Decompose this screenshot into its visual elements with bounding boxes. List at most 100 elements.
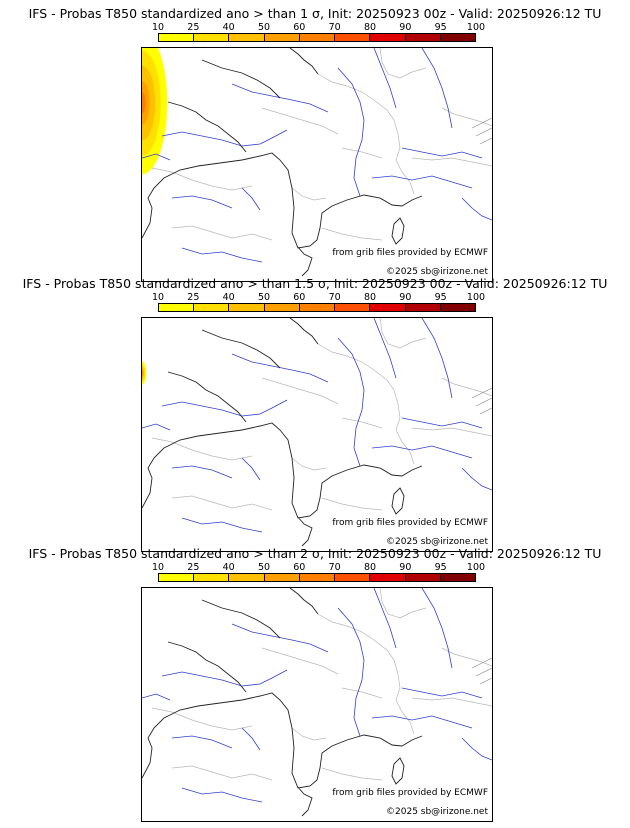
data-credit: from grib files provided by ECMWF (332, 788, 488, 798)
river (161, 129, 288, 147)
colorbar-segment (299, 34, 336, 41)
river (371, 715, 473, 729)
probability-contour (142, 92, 146, 114)
tick-label: 50 (257, 292, 271, 303)
map-area: from grib files provided by ECMWF ©2025 … (141, 317, 493, 552)
colorbar-segment (405, 574, 441, 581)
admin-border (151, 707, 253, 731)
colorbar-ticks: 10 25 40 50 60 70 80 90 95 100 (152, 22, 485, 34)
tick-label: 50 (257, 22, 271, 33)
colorbar-segment (405, 34, 441, 41)
colorbar-segment (335, 304, 371, 311)
colorbar-segment (159, 574, 195, 581)
river (231, 83, 329, 113)
river (371, 175, 473, 189)
tick-label: 95 (434, 292, 447, 303)
tick-label: 25 (187, 292, 200, 303)
admin-border (411, 157, 492, 167)
admin-border (379, 318, 427, 349)
tick-label: 100 (466, 292, 486, 303)
colorbar-segment (440, 304, 475, 311)
tick-label: 80 (363, 562, 377, 573)
tick-label: 70 (328, 562, 341, 573)
colorbar-segment (335, 34, 371, 41)
data-credit: from grib files provided by ECMWF (332, 248, 488, 258)
river (461, 197, 492, 221)
tick-label: 40 (222, 22, 235, 33)
colorbar-segment (194, 304, 230, 311)
river (171, 195, 233, 209)
map-panel-2: IFS - Probas T850 standardized ano > tha… (0, 276, 630, 552)
admin-border (321, 767, 383, 781)
tick-label: 60 (293, 22, 306, 33)
copyright: ©2025 sb@irizone.net (386, 807, 488, 817)
colorbar-segment (370, 304, 406, 311)
admin-border (317, 343, 415, 465)
river (337, 607, 365, 737)
river (142, 423, 171, 431)
tick-label: 90 (399, 22, 412, 33)
tick-label: 40 (222, 562, 235, 573)
map-svg (142, 588, 492, 817)
river (231, 353, 329, 383)
admin-border (261, 107, 339, 135)
relief-hatch (471, 117, 492, 145)
map-panel-1: IFS - Probas T850 standardized ano > tha… (0, 6, 630, 282)
tick-label: 95 (434, 22, 447, 33)
river (461, 737, 492, 761)
tick-label: 90 (399, 562, 412, 573)
tick-label: 70 (328, 22, 341, 33)
map-area: from grib files provided by ECMWF ©2025 … (141, 47, 493, 282)
admin-border (411, 427, 492, 437)
admin-border (321, 497, 383, 511)
admin-border (321, 227, 383, 241)
river (421, 318, 453, 399)
river (142, 153, 171, 161)
admin-border (341, 147, 383, 159)
admin-border (151, 167, 253, 191)
copyright: ©2025 sb@irizone.net (386, 267, 488, 277)
admin-border (291, 187, 327, 201)
river (337, 337, 365, 467)
admin-border (171, 225, 273, 241)
river (241, 457, 261, 481)
colorbar (158, 33, 476, 42)
colorbar-ticks: 10 25 40 50 60 70 80 90 95 100 (152, 562, 485, 574)
tick-label: 25 (187, 22, 200, 33)
tick-label: 100 (466, 22, 486, 33)
admin-border (317, 73, 415, 195)
colorbar-segment (440, 34, 475, 41)
colorbar-segment (370, 34, 406, 41)
colorbar-segment (264, 34, 300, 41)
river (373, 318, 397, 379)
colorbar-segment (264, 574, 300, 581)
tick-label: 100 (466, 562, 486, 573)
map-area: from grib files provided by ECMWF ©2025 … (141, 587, 493, 822)
admin-border (151, 437, 253, 461)
river (241, 727, 261, 751)
admin-border (341, 417, 383, 429)
tick-label: 70 (328, 292, 341, 303)
colorbar (158, 303, 476, 312)
data-credit: from grib files provided by ECMWF (332, 518, 488, 528)
admin-border (291, 457, 327, 471)
tick-label: 80 (363, 22, 377, 33)
river (171, 465, 233, 479)
colorbar-segment (159, 304, 195, 311)
admin-border (317, 613, 415, 735)
admin-border (341, 687, 383, 699)
panel-title: IFS - Probas T850 standardized ano > tha… (22, 276, 608, 291)
colorbar-segment (264, 304, 300, 311)
colorbar-segment (159, 34, 195, 41)
river (401, 147, 483, 159)
panel-title: IFS - Probas T850 standardized ano > tha… (28, 546, 602, 561)
coastline (142, 48, 423, 277)
river (461, 467, 492, 491)
tick-label: 10 (151, 22, 165, 33)
river (373, 588, 397, 649)
colorbar-segment (405, 304, 441, 311)
panel-title: IFS - Probas T850 standardized ano > tha… (28, 6, 602, 21)
admin-border (441, 107, 492, 127)
colorbar-segment (229, 34, 265, 41)
river (401, 417, 483, 429)
